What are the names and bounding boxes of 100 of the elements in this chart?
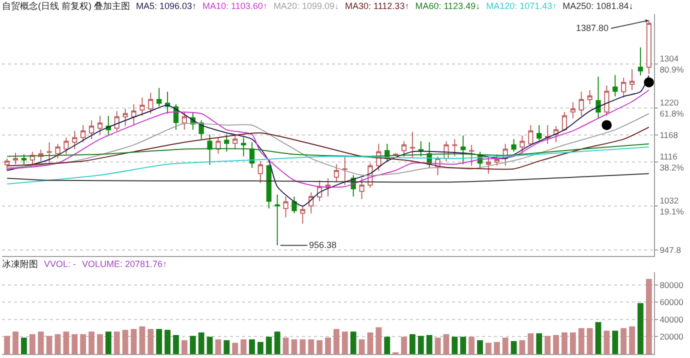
- candlestick: [604, 84, 610, 116]
- bar: [148, 328, 154, 354]
- bar: [114, 332, 120, 354]
- bar: [612, 330, 618, 354]
- bar: [604, 330, 610, 354]
- y-tick-label: 20000: [660, 332, 684, 342]
- chart-title: 冰凍附图: [2, 259, 38, 269]
- bar: [21, 338, 27, 354]
- candlestick: [612, 74, 618, 97]
- bar: [434, 338, 441, 354]
- candlestick: [511, 138, 516, 152]
- bar: [156, 328, 162, 354]
- bar: [325, 338, 331, 354]
- bar: [544, 336, 551, 354]
- bar: [257, 342, 264, 354]
- candlestick: [12, 152, 18, 165]
- candlestick: [629, 68, 635, 91]
- bar: [452, 336, 458, 354]
- candlestick: [122, 108, 128, 127]
- bar: [206, 336, 213, 354]
- candlestick: [72, 130, 78, 150]
- bar: [401, 336, 407, 354]
- candlestick: [156, 88, 162, 107]
- bar: [486, 342, 492, 354]
- bar: [54, 334, 61, 354]
- y-tick-label: 1168: [660, 130, 678, 140]
- bar: [528, 333, 534, 354]
- line-series: [6, 173, 650, 183]
- line-series: [6, 146, 650, 185]
- bar: [300, 339, 306, 354]
- bar: [215, 339, 222, 354]
- bar: [80, 334, 86, 354]
- bar: [460, 336, 466, 354]
- candlestick: [148, 92, 154, 114]
- bar: [173, 335, 179, 354]
- candlestick: [587, 90, 592, 105]
- candlestick: [88, 120, 94, 140]
- y-tick-label: 1304 80.9%: [660, 54, 684, 75]
- candlestick: [545, 124, 550, 144]
- candlestick: [359, 178, 364, 200]
- candlestick: [536, 124, 542, 141]
- y-tick-label: 60000: [660, 297, 684, 308]
- bar: [249, 339, 255, 354]
- bar: [291, 339, 298, 354]
- bar: [63, 332, 70, 354]
- text: MA60: 1123.49↓: [415, 1, 480, 11]
- text: MA250: 1081.84↓: [562, 1, 634, 11]
- y-tick-label: 1032 19.1%: [660, 195, 684, 216]
- text: VVOL: -: [44, 259, 76, 269]
- candlestick: [334, 164, 340, 182]
- bar: [629, 326, 635, 354]
- candlestick: [300, 205, 306, 224]
- bar: [308, 339, 314, 354]
- bar: [358, 339, 365, 354]
- bar: [562, 332, 568, 354]
- candlestick: [562, 112, 568, 130]
- bar: [586, 328, 593, 354]
- bar: [638, 303, 644, 354]
- candlestick: [570, 102, 576, 119]
- line-series: [6, 126, 650, 170]
- candlestick: [401, 140, 407, 157]
- bar: [181, 340, 188, 354]
- y-tick-label: 40000: [660, 314, 684, 324]
- bar: [553, 335, 559, 354]
- candlestick: [292, 196, 297, 214]
- bar: [350, 332, 356, 354]
- candlestick: [216, 137, 221, 154]
- bar: [97, 334, 103, 354]
- bar: [198, 332, 204, 354]
- bar: [282, 338, 289, 354]
- text: MA120: 1071.43↑: [486, 1, 557, 11]
- candlestick: [638, 46, 644, 76]
- y-tick-label: 1116 38.2%: [660, 152, 684, 173]
- candlestick: [410, 131, 416, 159]
- bar: [224, 340, 230, 354]
- candlestick: [578, 91, 584, 116]
- candlestick: [140, 96, 145, 116]
- bar: [88, 332, 94, 354]
- bar: [190, 336, 196, 354]
- candlestick: [342, 156, 348, 186]
- bar: [130, 328, 137, 354]
- candlestick: [114, 110, 120, 132]
- bar: [536, 333, 542, 354]
- bar: [139, 326, 146, 354]
- bar: [477, 340, 483, 354]
- candlestick: [80, 124, 86, 143]
- bar: [164, 330, 170, 354]
- bar: [4, 336, 10, 354]
- bar: [418, 336, 424, 354]
- bar: [72, 334, 78, 354]
- bar: [510, 341, 517, 354]
- bar: [29, 334, 36, 354]
- candlestick: [452, 138, 458, 157]
- candlestick: [4, 158, 10, 171]
- bar: [578, 328, 584, 354]
- text: VOLUME: 20781.76↑: [82, 259, 168, 269]
- bar: [494, 342, 500, 354]
- candlestick: [274, 194, 280, 246]
- candlestick: [418, 140, 424, 157]
- bar: [376, 327, 382, 354]
